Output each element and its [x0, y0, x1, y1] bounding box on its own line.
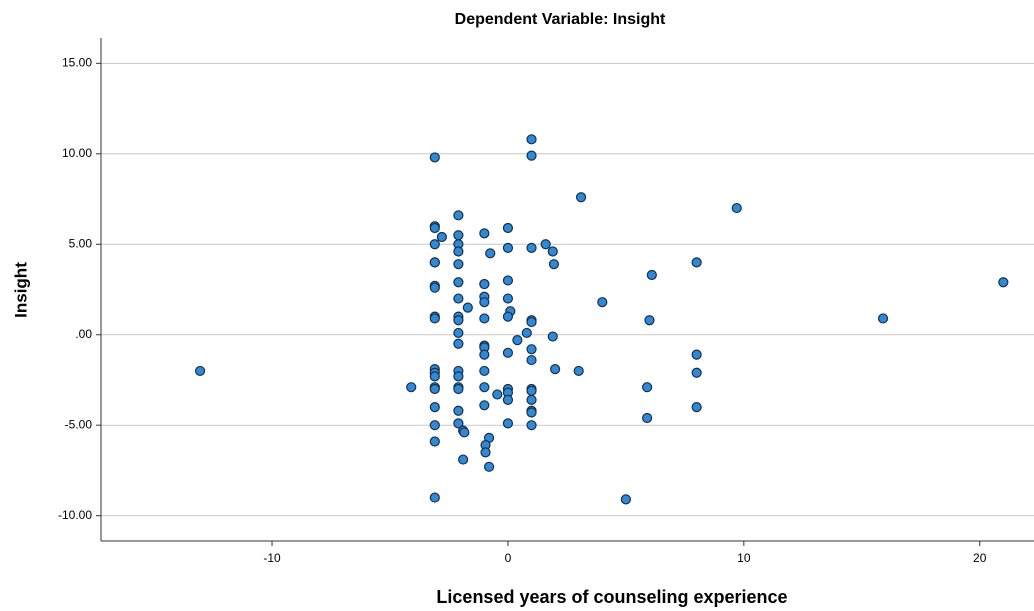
x-tick-label: 10	[737, 551, 751, 565]
point	[453, 293, 464, 304]
point	[429, 282, 440, 293]
chart-title: Dependent Variable: Insight	[455, 11, 666, 28]
point	[512, 335, 523, 346]
point	[540, 239, 551, 250]
y-tick-label: 5.00	[69, 236, 93, 250]
y-tick-label: 10.00	[62, 146, 92, 160]
point	[526, 316, 537, 328]
point	[691, 349, 702, 360]
point	[526, 134, 537, 145]
y-tick-label: 15.00	[62, 56, 92, 70]
x-tick-label: 20	[973, 551, 987, 565]
point	[453, 246, 464, 257]
point	[479, 313, 490, 324]
point	[429, 222, 440, 234]
point	[429, 257, 440, 268]
point	[429, 402, 440, 413]
point	[575, 192, 587, 203]
x-tick-label: 0	[505, 551, 512, 565]
point	[998, 277, 1009, 288]
point	[453, 277, 464, 288]
point	[502, 311, 514, 322]
point	[453, 338, 464, 349]
point	[453, 259, 464, 270]
point	[526, 242, 537, 253]
point	[483, 461, 495, 472]
point	[479, 297, 490, 308]
point	[453, 210, 464, 221]
point	[526, 150, 537, 161]
point	[459, 427, 470, 438]
point	[548, 259, 560, 270]
point	[526, 420, 537, 431]
point	[479, 400, 490, 411]
point	[573, 365, 584, 377]
point	[547, 331, 558, 342]
point	[877, 313, 889, 324]
point	[502, 418, 514, 429]
point	[492, 389, 503, 400]
point	[458, 454, 469, 465]
point	[429, 436, 440, 447]
point	[526, 394, 537, 405]
point	[691, 367, 702, 378]
point	[453, 327, 464, 339]
y-tick-label: -10.00	[58, 508, 92, 522]
point	[691, 402, 702, 413]
point	[642, 382, 653, 393]
point	[502, 394, 514, 405]
point	[453, 371, 464, 382]
point	[526, 354, 537, 366]
point	[526, 344, 537, 355]
point	[485, 248, 496, 259]
point	[453, 418, 464, 429]
point	[479, 228, 490, 239]
point	[429, 371, 440, 382]
point	[462, 302, 473, 313]
point	[502, 347, 514, 358]
point	[646, 269, 657, 281]
point	[429, 383, 440, 395]
point	[502, 222, 514, 234]
point	[731, 202, 742, 214]
point	[479, 382, 490, 393]
y-axis-title: Insight	[11, 262, 30, 318]
point	[502, 275, 514, 286]
x-tick-label: -10	[263, 551, 281, 565]
point	[642, 412, 653, 424]
point	[453, 405, 464, 416]
y-tick-label: -5.00	[65, 417, 93, 431]
x-axis-title: Licensed years of counseling experience	[436, 587, 787, 607]
point	[429, 152, 440, 163]
point	[194, 365, 206, 377]
point	[479, 365, 490, 377]
point	[436, 231, 447, 243]
point	[429, 239, 440, 250]
point	[547, 246, 558, 257]
point	[429, 492, 440, 503]
point	[502, 293, 514, 304]
point	[480, 447, 491, 458]
point	[502, 242, 514, 253]
point	[479, 278, 490, 290]
point	[521, 327, 532, 339]
point	[620, 494, 631, 505]
point	[453, 383, 464, 395]
point	[453, 315, 464, 326]
point	[453, 230, 464, 241]
point	[644, 315, 655, 326]
point	[691, 257, 702, 268]
point	[526, 385, 537, 396]
point	[429, 313, 440, 324]
point	[406, 382, 417, 393]
point	[597, 297, 608, 308]
point	[526, 407, 537, 418]
point	[429, 420, 440, 431]
y-tick-label: .00	[75, 327, 92, 341]
point	[550, 364, 561, 375]
point	[479, 349, 490, 360]
